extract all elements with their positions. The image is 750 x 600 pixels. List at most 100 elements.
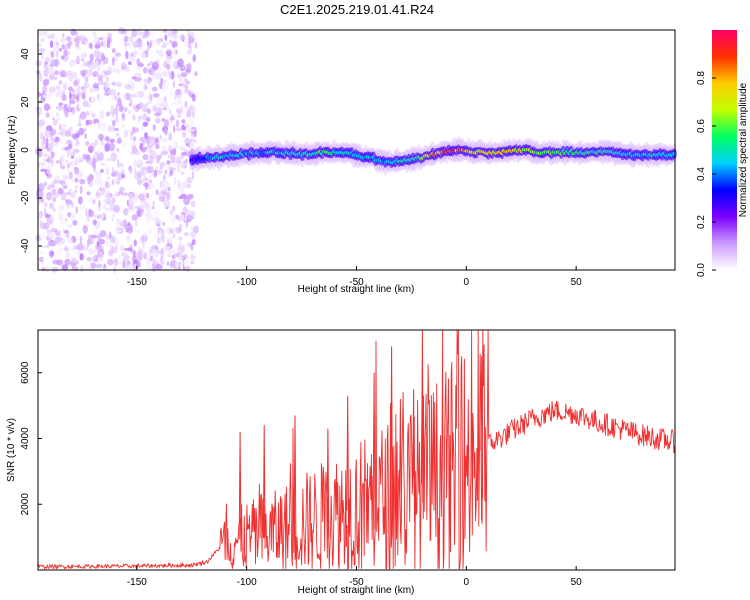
colorbar-tick-label: 0.4: [696, 167, 707, 181]
spectrogram-noise-cell: [58, 48, 62, 52]
spectrogram-noise-cell: [74, 177, 79, 183]
spectrogram-noise-cell: [176, 156, 182, 165]
spectrogram-noise-cell: [85, 208, 88, 217]
spectrogram-noise-cell: [58, 243, 61, 248]
spectrogram-noise-cell: [46, 110, 49, 117]
spectrogram-noise-cell: [74, 189, 78, 193]
spectrogram-noise-cell: [119, 186, 124, 195]
spectrogram-noise-cell: [93, 87, 99, 92]
spectrogram-noise-cell: [144, 132, 148, 140]
spectrogram-noise-cell: [81, 216, 85, 226]
spectrogram-noise-cell: [61, 227, 65, 233]
spectrogram-noise-cell: [183, 160, 191, 164]
spectrogram-noise-cell: [71, 133, 77, 139]
spectrogram-noise-cell: [166, 191, 171, 201]
spectrogram-noise-cell: [104, 193, 111, 200]
spectrogram-noise-cell: [145, 50, 149, 58]
spectrogram-noise-cell: [152, 201, 156, 206]
spectrogram-noise-cell: [163, 95, 167, 102]
spectrogram-noise-cell: [74, 185, 79, 189]
spectrogram-noise-cell: [137, 77, 143, 81]
spectrogram-noise-cell: [145, 192, 150, 199]
spectrogram-xtick-label: -50: [349, 277, 364, 288]
spectrogram-noise-cell: [36, 42, 43, 47]
spectrogram-noise-cell: [184, 83, 188, 89]
snr-spike: [399, 398, 402, 525]
spectrogram-noise-cell: [185, 68, 191, 73]
spectrogram-noise-cell: [38, 211, 43, 218]
spectrogram-noise-cell: [43, 207, 47, 216]
spectrogram-noise-cell: [115, 218, 122, 225]
spectrogram-noise-cell: [112, 119, 116, 127]
spectrogram-noise-cell: [64, 217, 68, 223]
spectrogram-noise-cell: [134, 91, 140, 98]
spectrogram-noise-cell: [180, 152, 184, 160]
spectrogram-noise-cell: [183, 180, 188, 188]
spectrogram-noise-cell: [76, 243, 84, 251]
spectrogram-noise-cell: [148, 70, 154, 76]
spectrogram-noise-cell: [68, 102, 72, 111]
spectrogram-noise-cell: [130, 56, 135, 62]
spectrogram-noise-cell: [68, 172, 71, 180]
spectrogram-noise-cell: [70, 152, 76, 156]
spectrogram-noise-cell: [75, 206, 78, 214]
spectrogram-noise-cell: [126, 235, 131, 242]
spectrogram-noise-cell: [42, 222, 50, 230]
spectrogram-noise-cell: [73, 80, 79, 87]
spectrogram-noise-cell: [154, 117, 161, 124]
spectrogram-noise-cell: [191, 106, 198, 113]
spectrogram-noise-cell: [145, 213, 148, 217]
spectrogram-noise-cell: [71, 257, 77, 264]
spectrogram-noise-cell: [165, 40, 170, 47]
spectrogram-noise-cell: [173, 176, 177, 186]
spectrogram-noise-cell: [148, 229, 152, 235]
spectrogram-noise-cell: [114, 118, 120, 123]
spectrogram-noise-cell: [111, 57, 115, 66]
spectrogram-noise-cell: [106, 157, 111, 162]
spectrogram-noise-cell: [188, 133, 194, 137]
spectrogram-noise-cell: [62, 50, 70, 56]
spectrogram-noise-cell: [67, 163, 71, 168]
spectrogram-noise-cell: [149, 155, 154, 165]
spectrogram-noise-cell: [90, 95, 96, 104]
spectrogram-noise-cell: [44, 202, 48, 208]
spectrogram-noise-cell: [111, 126, 116, 132]
spectrogram-noise-cell: [140, 235, 145, 244]
spectrogram-noise-cell: [79, 178, 86, 185]
spectrogram-noise-cell: [50, 151, 55, 158]
spectrogram-noise-cell: [116, 81, 123, 88]
spectrogram-noise-cell: [127, 53, 135, 62]
spectrogram-noise-cell: [187, 194, 194, 200]
spectrogram-noise-cell: [173, 48, 178, 55]
spectrogram-noise-cell: [40, 37, 44, 43]
spectrogram-noise-cell: [128, 197, 135, 206]
spectrogram-noise-cell: [110, 96, 114, 101]
spectrogram-noise-cell: [47, 87, 51, 96]
snr-spike: [346, 395, 350, 535]
spectrogram-noise-cell: [97, 66, 101, 73]
spectrogram-noise-cell: [152, 93, 160, 98]
spectrogram-noise-cell: [187, 107, 192, 114]
spectrogram-noise-cell: [120, 173, 126, 179]
spectrogram-noise-cell: [102, 212, 106, 217]
spectrogram-noise-cell: [172, 80, 175, 89]
spectrogram-noise-cell: [133, 136, 137, 142]
spectrogram-noise-cell: [70, 159, 76, 166]
spectrogram-noise-cell: [83, 62, 88, 67]
spectrogram-noise-cell: [101, 82, 107, 86]
spectrogram-noise-cell: [166, 261, 170, 266]
spectrogram-noise-cell: [45, 137, 49, 144]
spectrogram-noise-cell: [170, 155, 176, 164]
spectrogram-noise-cell: [82, 40, 85, 45]
spectrogram-noise-cell: [110, 244, 114, 252]
spectrogram-noise-cell: [162, 28, 168, 34]
spectrogram-noise-cell: [73, 245, 79, 250]
spectrogram-noise-cell: [165, 63, 171, 70]
spectrogram-noise-cell: [142, 240, 145, 249]
spectrogram-noise-cell: [64, 130, 72, 137]
spectrogram-noise-cell: [152, 105, 158, 112]
spectrogram-noise-cell: [133, 50, 137, 58]
spectrogram-ytick-label: -20: [20, 190, 31, 205]
spectrogram-noise-cell: [71, 88, 76, 94]
spectrogram-noise-cell: [141, 113, 148, 121]
